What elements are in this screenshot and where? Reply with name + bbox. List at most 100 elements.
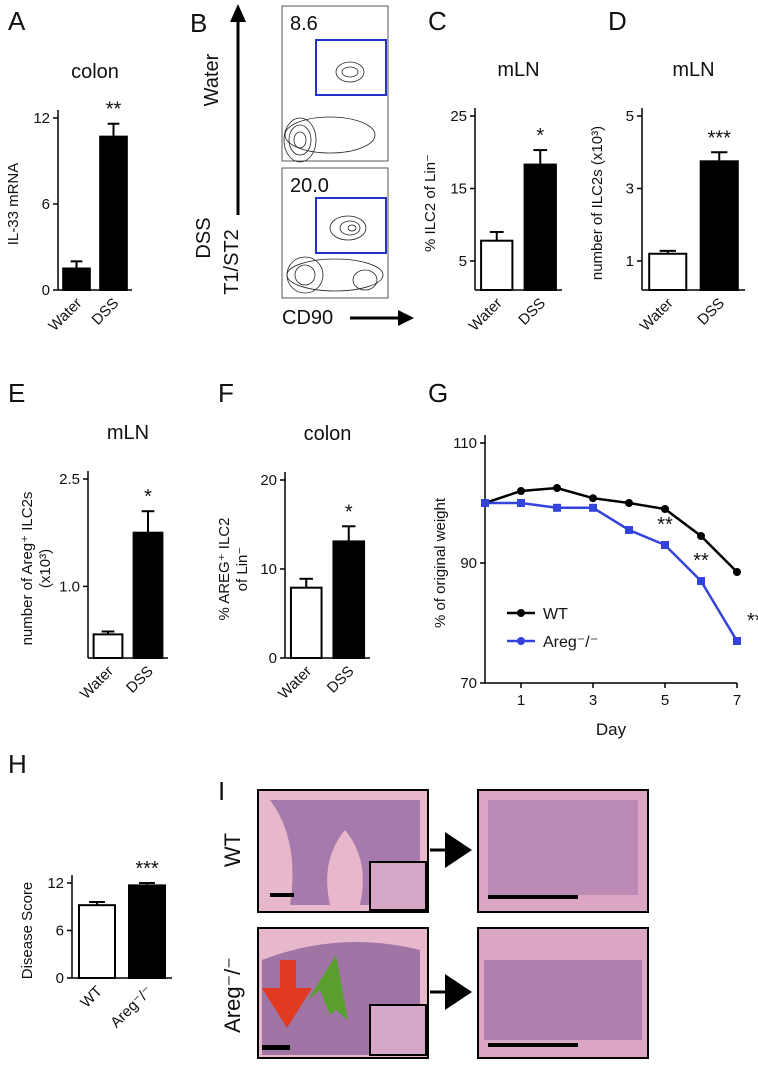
row-label: DSS [193,217,215,258]
annotation: * [536,125,544,147]
y-tick-label: 6 [42,196,50,213]
scale-bar [488,1043,578,1047]
y-tick-label: 15 [450,181,467,198]
axis-label: T1/ST2 [221,229,243,295]
panel-letter: E [8,378,25,408]
panel-letter: A [8,6,26,36]
chart-title: mLN [497,59,539,81]
marker [517,487,525,495]
y-axis-label: Disease Score [19,882,36,980]
y-tick-label: 3 [626,181,634,198]
flow-plot [281,5,389,162]
x-tick-label: Water [77,663,117,703]
x-tick-label: 3 [589,692,597,709]
marker [625,499,633,507]
annotation: ** [106,99,122,121]
y-axis-label: IL-33 mRNA [5,163,22,246]
y-axis-label: % of original weight [432,497,449,628]
y-axis-label: of Lin⁻ [234,547,251,592]
green-arrow [308,955,348,1020]
arrowhead [230,4,246,22]
gate-percent: 20.0 [290,175,329,197]
row-label: WT [220,833,245,867]
chart-title: mLN [107,422,149,444]
y-tick-label: 12 [47,875,64,892]
flow-plot [281,167,389,299]
chart-title: colon [71,61,119,83]
y-tick-label: 10 [260,561,277,578]
bar [289,586,323,659]
marker [589,503,597,512]
x-tick-label: Water [45,295,85,335]
chart-title: mLN [672,59,714,81]
bar [78,904,116,980]
y-axis-label: (x10³) [37,549,54,588]
gate-percent: 8.6 [290,13,318,35]
marker [553,503,561,512]
bar [132,531,164,660]
y-tick-label: 25 [450,108,467,125]
bar [128,884,166,979]
panel-letter: D [608,6,627,36]
x-tick-label: DSS [123,663,157,697]
x-tick-label: DSS [694,295,728,329]
arrowhead [445,832,472,868]
annotation: * [345,501,353,523]
flow-panel: B 8.6 20.0 Water DSS T1/ST2 CD90 [190,4,414,329]
legend-marker [517,609,525,617]
y-tick-label: 90 [460,555,477,572]
marker [517,499,525,507]
x-tick-label: Water [466,295,506,335]
y-tick-label: 5 [459,253,467,270]
bar [523,163,557,291]
x-tick-label: DSS [324,663,358,697]
y-tick-label: 0 [269,650,277,667]
inset [369,1004,427,1056]
legend-label: WT [543,606,568,623]
inset [369,861,427,911]
bar [62,267,91,291]
panel-letter: B [190,8,207,38]
panel-letter: C [428,6,447,36]
bar [699,160,739,291]
bar [99,135,128,291]
panel-letter: G [428,378,448,408]
y-tick-label: 0 [42,282,50,299]
y-tick-label: 12 [33,110,50,127]
bar [480,239,514,291]
x-axis-label: Day [596,720,627,739]
x-tick-label: 7 [733,692,741,709]
y-tick-label: 0 [56,970,64,987]
y-tick-label: 20 [260,472,277,489]
y-tick-label: 110 [453,435,477,452]
annotation: ** [657,514,673,536]
scale-bar [262,1045,290,1050]
annotation: ** [693,550,709,572]
row-label: Water [201,53,223,106]
annotation: *** [135,858,159,880]
scale-bar [488,895,578,899]
y-tick-label: 5 [626,108,634,125]
red-arrow [262,960,312,1028]
x-tick-label: Water [275,663,315,703]
y-axis-label: % AREG⁺ ILC2 [216,518,233,621]
x-tick-label: Water [637,295,677,335]
bar [92,633,124,660]
contours [283,61,384,294]
marker [481,499,489,507]
panel-letter: F [218,378,234,408]
y-tick-label: 1.0 [59,578,80,595]
chart-title: colon [304,423,352,445]
scale-bar [270,893,294,897]
series-line [485,501,739,642]
x-tick-label: Areg⁻/⁻ [107,983,156,1032]
gate [315,197,387,254]
y-axis-label: number of Areg⁺ ILC2s [19,492,36,646]
marker [697,577,705,585]
marker [733,637,741,645]
marker [733,568,741,576]
tissue [484,960,642,1040]
y-axis-label: % ILC2 of Lin⁻ [422,154,439,252]
annotation: *** [747,610,758,632]
x-tick-label: 1 [517,692,525,709]
